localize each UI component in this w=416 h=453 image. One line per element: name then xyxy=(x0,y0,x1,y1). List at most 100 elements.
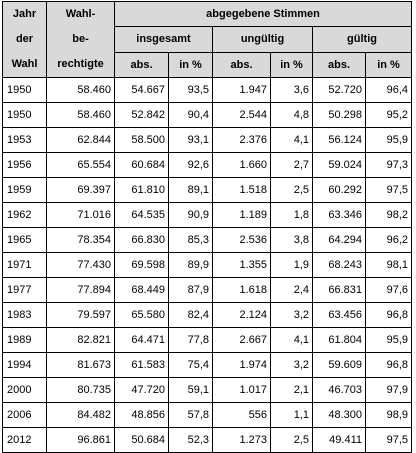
cell-valid-pct: 96,8 xyxy=(364,352,413,378)
cell-valid-pct: 98,1 xyxy=(364,252,413,278)
cell-valid-abs: 52.720 xyxy=(312,77,366,103)
cell-year: 1983 xyxy=(2,302,47,328)
cell-year: 1994 xyxy=(2,352,47,378)
cell-invalid-abs: 2.124 xyxy=(212,302,271,328)
cell-invalid-abs: 2.544 xyxy=(212,102,271,128)
cell-total-abs: 61.810 xyxy=(114,177,169,203)
cell-valid-abs: 63.456 xyxy=(312,302,366,328)
table-row: 2006 84.482 48.856 57,8 556 1,1 48.300 98,9 xyxy=(2,402,413,428)
cell-year: 2000 xyxy=(2,377,47,403)
cell-eligible: 96.861 xyxy=(46,427,115,453)
cell-total-pct: 57,8 xyxy=(168,402,213,428)
cell-valid-pct: 96,2 xyxy=(364,227,413,253)
cell-eligible: 80.735 xyxy=(46,377,115,403)
header-eligible-line-1: Wahl- xyxy=(65,8,96,20)
cell-invalid-pct: 4,1 xyxy=(270,327,313,353)
header-eligible-line-2: be- xyxy=(72,33,89,45)
cell-total-abs: 47.720 xyxy=(114,377,169,403)
table-header: Jahr der Wahl Wahl- be- rechtigte abgege… xyxy=(2,0,413,79)
cell-total-pct: 90,9 xyxy=(168,202,213,228)
cell-valid-abs: 59.024 xyxy=(312,152,366,178)
cell-invalid-abs: 2.376 xyxy=(212,127,271,153)
table-row: 1950 58.460 54.667 93,5 1.947 3,6 52.720 96,4 xyxy=(2,77,413,103)
cell-invalid-pct: 1,1 xyxy=(270,402,313,428)
header-year: Jahr der Wahl xyxy=(2,1,47,78)
cell-total-pct: 75,4 xyxy=(168,352,213,378)
cell-total-pct: 93,1 xyxy=(168,127,213,153)
cell-year: 1950 xyxy=(2,102,47,128)
header-year-line-1: Jahr xyxy=(12,8,37,20)
cell-total-abs: 54.667 xyxy=(114,77,169,103)
header-votes-cast: abgegebene Stimmen xyxy=(113,0,413,28)
cell-invalid-pct: 4,8 xyxy=(270,102,313,128)
cell-total-abs: 60.684 xyxy=(114,152,169,178)
cell-total-pct: 59,1 xyxy=(168,377,213,403)
cell-invalid-pct: 2,1 xyxy=(270,377,313,403)
table-row: 1959 69.397 61.810 89,1 1.518 2,5 60.292 97,5 xyxy=(2,177,413,203)
cell-eligible: 65.554 xyxy=(46,152,115,178)
table-row: 1965 78.354 66.830 85,3 2.536 3,8 64.294 96,2 xyxy=(2,227,413,253)
header-group-valid: gültig xyxy=(311,26,413,53)
cell-year: 1956 xyxy=(2,152,47,178)
cell-year: 1959 xyxy=(2,177,47,203)
cell-year: 1965 xyxy=(2,227,47,253)
cell-total-pct: 93,5 xyxy=(168,77,213,103)
cell-eligible: 81.673 xyxy=(46,352,115,378)
cell-valid-abs: 68.243 xyxy=(312,252,366,278)
cell-invalid-abs: 556 xyxy=(212,402,271,428)
table-row: 1962 71.016 64.535 90,9 1.189 1,8 63.346 98,2 xyxy=(2,202,413,228)
cell-eligible: 58.460 xyxy=(46,102,115,128)
cell-valid-pct: 97,5 xyxy=(364,177,413,203)
cell-total-pct: 90,4 xyxy=(168,102,213,128)
cell-invalid-abs: 2.667 xyxy=(212,327,271,353)
table-body: 1950 58.460 54.667 93,5 1.947 3,6 52.720 96,4 19… xyxy=(2,77,413,453)
cell-total-abs: 65.580 xyxy=(114,302,169,328)
cell-eligible: 78.354 xyxy=(46,227,115,253)
cell-invalid-pct: 4,1 xyxy=(270,127,313,153)
cell-invalid-abs: 1.273 xyxy=(212,427,271,453)
table-row: 1956 65.554 60.684 92,6 1.660 2,7 59.024 97,3 xyxy=(2,152,413,178)
cell-valid-abs: 63.346 xyxy=(312,202,366,228)
cell-valid-pct: 97,3 xyxy=(364,152,413,178)
header-group-total: insgesamt xyxy=(114,26,213,53)
cell-total-abs: 69.598 xyxy=(114,252,169,278)
cell-valid-pct: 97,9 xyxy=(364,377,413,403)
cell-total-pct: 77,8 xyxy=(168,327,213,353)
cell-total-abs: 52.842 xyxy=(114,102,169,128)
cell-total-pct: 89,9 xyxy=(168,252,213,278)
cell-year: 1971 xyxy=(2,252,47,278)
cell-invalid-abs: 1.518 xyxy=(212,177,271,203)
cell-invalid-pct: 2,5 xyxy=(270,427,313,453)
cell-valid-pct: 95,9 xyxy=(364,127,413,153)
cell-eligible: 69.397 xyxy=(46,177,115,203)
cell-total-pct: 87,9 xyxy=(168,277,213,303)
cell-invalid-abs: 1.660 xyxy=(212,152,271,178)
table-row: 2000 80.735 47.720 59,1 1.017 2,1 46.703 97,9 xyxy=(2,377,413,403)
table-row: 1989 82.821 64.471 77,8 2.667 4,1 61.804 95,9 xyxy=(2,327,413,353)
cell-total-abs: 64.535 xyxy=(114,202,169,228)
cell-total-abs: 61.583 xyxy=(114,352,169,378)
cell-year: 1989 xyxy=(2,327,47,353)
header-sub-abs: abs. xyxy=(114,51,169,79)
cell-total-pct: 85,3 xyxy=(168,227,213,253)
cell-invalid-pct: 3,6 xyxy=(270,77,313,103)
cell-total-abs: 58.500 xyxy=(114,127,169,153)
cell-valid-abs: 61.804 xyxy=(312,327,366,353)
cell-valid-pct: 95,2 xyxy=(364,102,413,128)
cell-invalid-abs: 1.947 xyxy=(212,77,271,103)
cell-valid-abs: 46.703 xyxy=(312,377,366,403)
cell-total-pct: 89,1 xyxy=(168,177,213,203)
cell-valid-abs: 66.831 xyxy=(312,277,366,303)
cell-invalid-abs: 2.536 xyxy=(212,227,271,253)
cell-invalid-abs: 1.355 xyxy=(212,252,271,278)
table-row: 1977 77.894 68.449 87,9 1.618 2,4 66.831 97,6 xyxy=(2,277,413,303)
header-sub-pct: in % xyxy=(168,51,213,79)
cell-eligible: 82.821 xyxy=(46,327,115,353)
table-row: 1950 58.460 52.842 90,4 2.544 4,8 50.298 95,2 xyxy=(2,102,413,128)
header-sub-pct: in % xyxy=(270,51,313,79)
header-year-line-2: der xyxy=(15,33,34,45)
table-row: 2012 96.861 50.684 52,3 1.273 2,5 49.411 97,5 xyxy=(2,427,413,453)
cell-valid-abs: 64.294 xyxy=(312,227,366,253)
cell-year: 2006 xyxy=(2,402,47,428)
